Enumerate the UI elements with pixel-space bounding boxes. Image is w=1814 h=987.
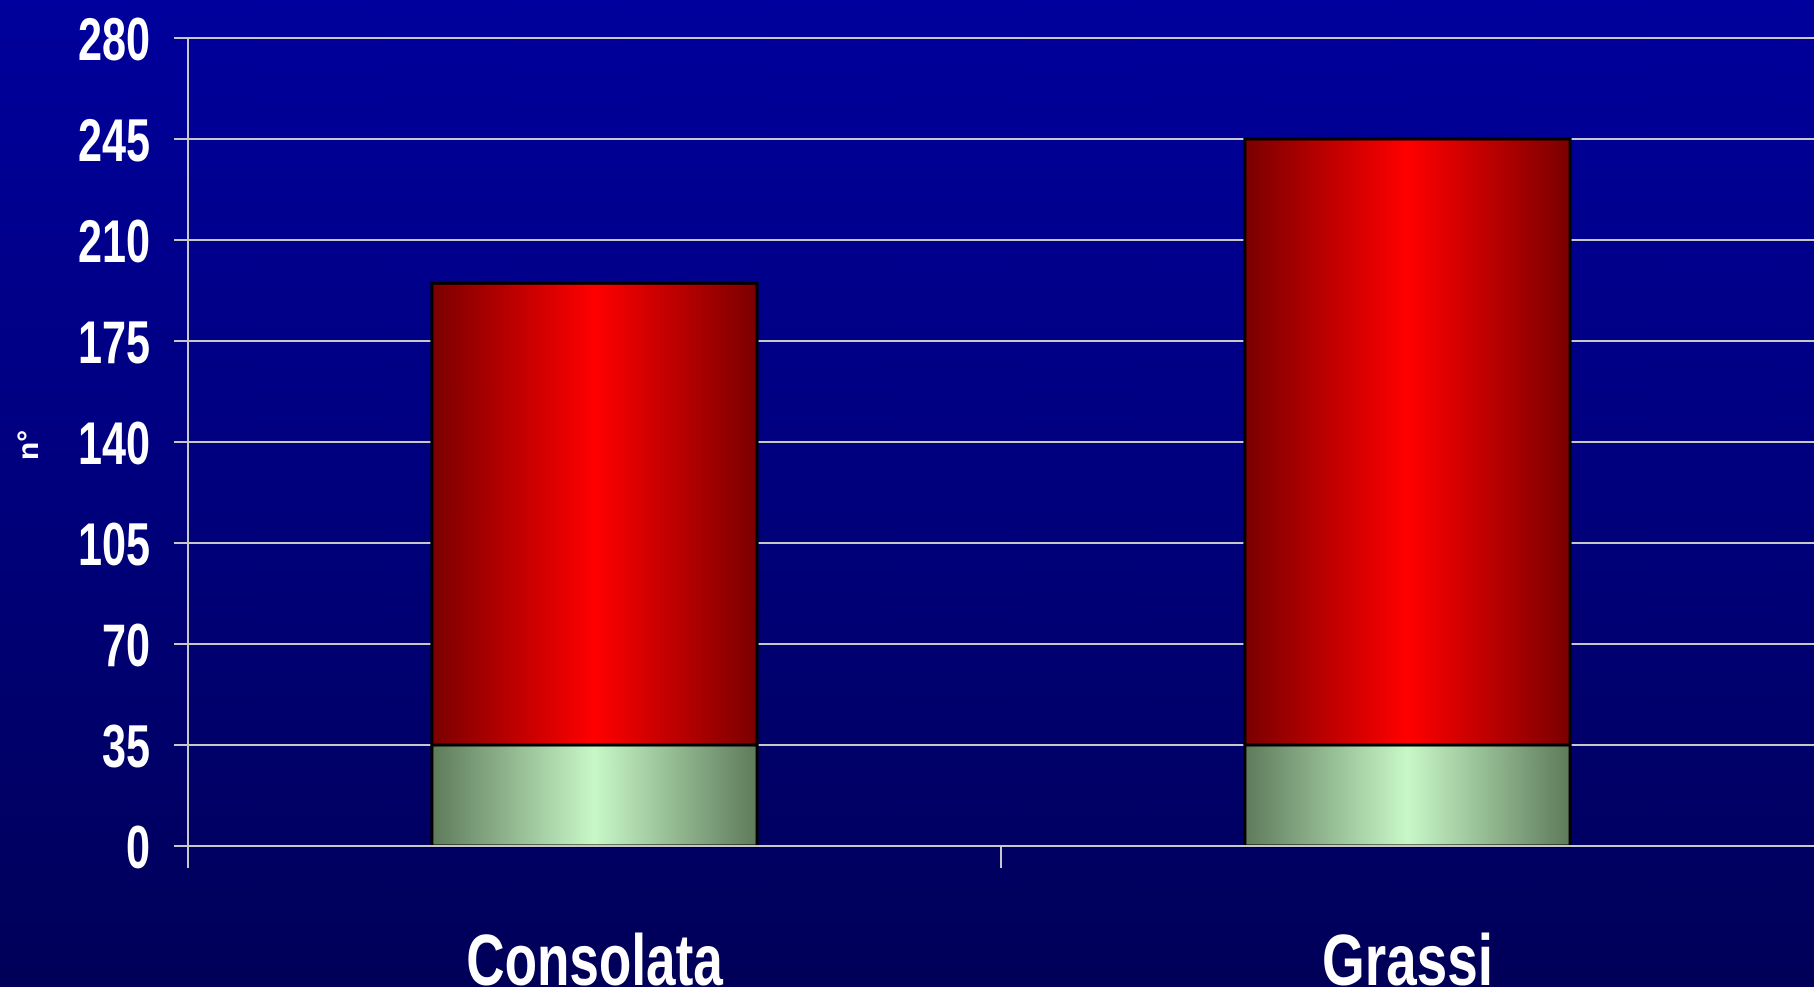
y-tick-label: 70 bbox=[102, 612, 150, 679]
category-label: Grassi bbox=[1322, 921, 1493, 987]
bar-grassi-segment-2 bbox=[1243, 137, 1572, 747]
y-tick-label: 280 bbox=[78, 6, 150, 73]
y-tick-label: 210 bbox=[78, 208, 150, 275]
bar-grassi-segment-1 bbox=[1243, 743, 1572, 848]
y-tick-label: 105 bbox=[78, 511, 150, 578]
category-labels: Consolata Grassi bbox=[466, 921, 1493, 987]
y-tick-label: 245 bbox=[78, 107, 150, 174]
bar-consolata-segment-2 bbox=[430, 281, 759, 747]
y-tick-labels: 0 35 70 105 140 175 210 245 280 bbox=[78, 6, 150, 881]
y-tick-label: 35 bbox=[102, 713, 150, 780]
y-tick-label: 175 bbox=[78, 309, 150, 376]
y-tick-label: 140 bbox=[78, 410, 150, 477]
y-axis-label: n° bbox=[12, 430, 45, 460]
bar-consolata-segment-1 bbox=[430, 743, 759, 848]
axes bbox=[174, 37, 1814, 868]
y-tick-label: 0 bbox=[126, 814, 150, 881]
category-label: Consolata bbox=[466, 921, 723, 987]
bars bbox=[430, 137, 1572, 848]
